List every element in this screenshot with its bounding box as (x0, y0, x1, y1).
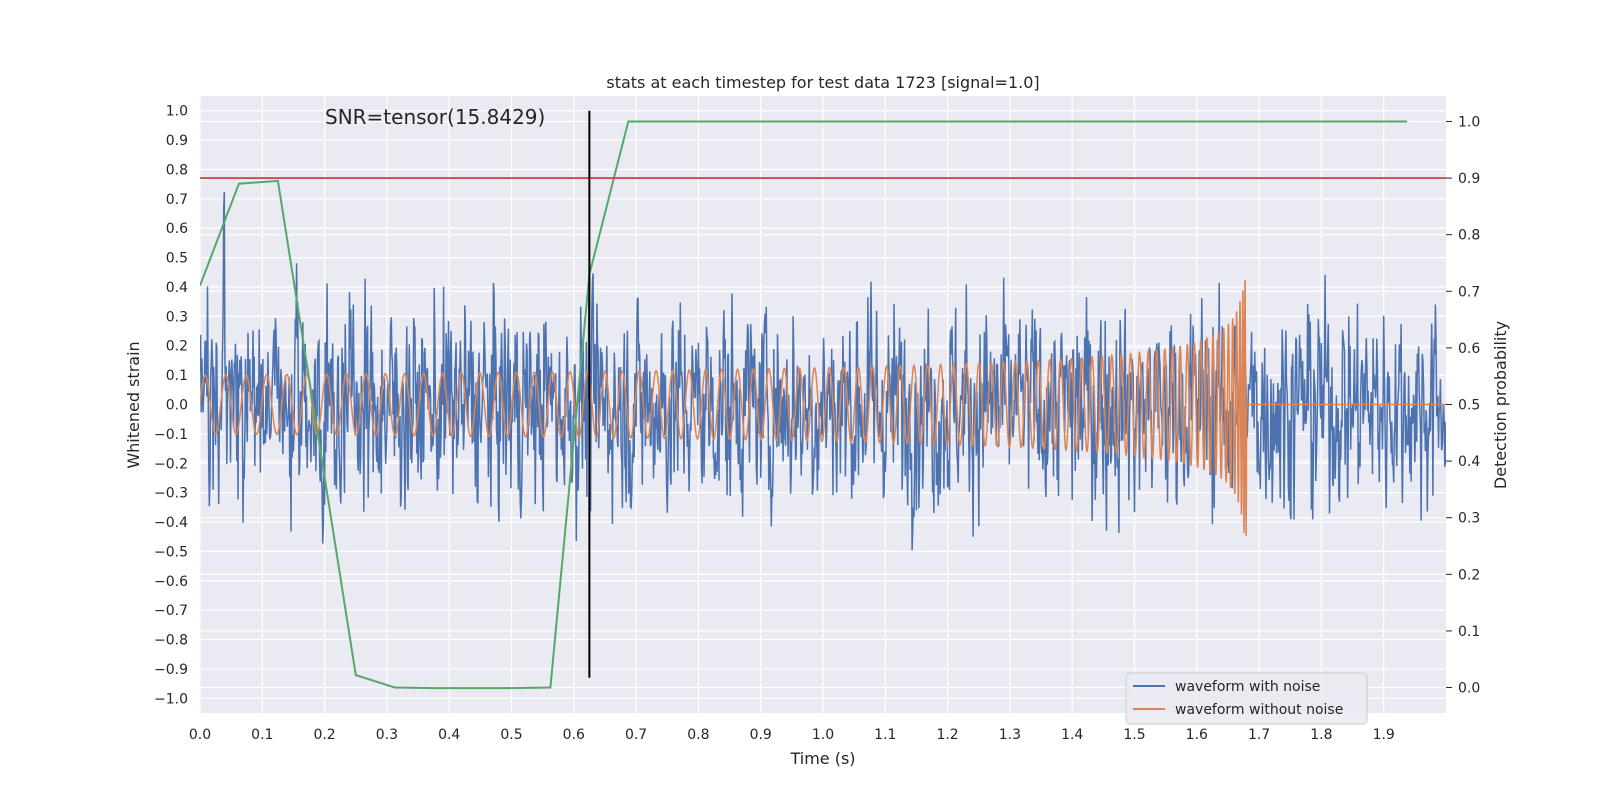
chart-title: stats at each timestep for test data 172… (606, 73, 1039, 92)
y-tick-label: 0.0 (166, 398, 188, 414)
y2-tick-label: 0.4 (1458, 454, 1480, 470)
legend: waveform with noise waveform without noi… (1125, 672, 1368, 725)
x-tick-label: 0.6 (563, 727, 585, 743)
y-tick-label: 0.5 (166, 251, 188, 267)
y2-tick-label: 1.0 (1458, 114, 1480, 130)
x-axis-label: Time (s) (789, 749, 855, 768)
x-tick-label: 1.0 (812, 727, 834, 743)
y-tick-label: −0.7 (154, 603, 188, 619)
y-tick-label: −0.1 (154, 427, 188, 443)
x-tick-label: 1.3 (999, 727, 1021, 743)
x-tick-label: 1.2 (936, 727, 958, 743)
y2-tick-label: 0.0 (1458, 681, 1480, 697)
x-tick-label: 0.2 (313, 727, 335, 743)
x-tick-label: 0.9 (750, 727, 772, 743)
y2-tick-label: 0.7 (1458, 284, 1480, 300)
x-tick-label: 1.4 (1061, 727, 1083, 743)
y-tick-label: −0.8 (154, 633, 188, 649)
y-tick-label: 0.3 (166, 309, 188, 325)
legend-label-clean: waveform without noise (1175, 702, 1343, 718)
series-waveform-without-noise (200, 280, 1446, 536)
x-tick-labels: 0.0 0.1 0.2 0.3 0.4 0.5 0.6 0.7 0.8 0.9 1.0 1.1 1.2 1… (189, 727, 1395, 743)
y-tick-label: −0.6 (154, 574, 188, 590)
y2-tick-labels: 1.0 0.9 0.8 0.7 0.6 0.5 0.4 0.3 0.2 0.1 0.0 (1446, 114, 1480, 697)
y2-tick-label: 0.3 (1458, 511, 1480, 527)
series-detection-probability (200, 120, 1408, 690)
snr-annotation: SNR=tensor(15.8429) (325, 105, 545, 129)
y-tick-label: 0.1 (166, 368, 188, 384)
y-tick-label: 0.9 (166, 133, 188, 149)
x-tick-label: 0.5 (500, 727, 522, 743)
x-tick-label: 0.4 (438, 727, 460, 743)
x-tick-label: 0.7 (625, 727, 647, 743)
x-tick-label: 0.1 (251, 727, 273, 743)
y2-tick-label: 0.8 (1458, 228, 1480, 244)
y2-tick-label: 0.5 (1458, 398, 1480, 414)
x-tick-label: 0.0 (189, 727, 211, 743)
y-tick-label: 0.2 (166, 339, 188, 355)
x-tick-label: 1.6 (1186, 727, 1208, 743)
legend-box (1125, 672, 1368, 725)
y2-tick-label: 0.9 (1458, 171, 1480, 187)
y-tick-label: 0.4 (166, 280, 188, 296)
x-tick-label: 1.7 (1248, 727, 1270, 743)
y-tick-label: −0.2 (154, 456, 188, 472)
x-tick-label: 0.8 (687, 727, 709, 743)
y-tick-labels: 1.0 0.9 0.8 0.7 0.6 0.5 0.4 0.3 0.2 0.1 0.0 −0.1 −0.… (154, 104, 188, 708)
y-tick-label: 1.0 (166, 104, 188, 120)
y2-axis-label: Detection probability (1491, 321, 1510, 489)
x-tick-label: 1.9 (1373, 727, 1395, 743)
y2-tick-label: 0.1 (1458, 624, 1480, 640)
y-tick-label: −1.0 (154, 691, 188, 707)
y2-tick-label: 0.6 (1458, 341, 1480, 357)
y-axis-label: Whitened strain (124, 341, 143, 468)
y-tick-label: 0.7 (166, 192, 188, 208)
y-tick-label: −0.5 (154, 544, 188, 560)
x-tick-label: 1.1 (874, 727, 896, 743)
y-tick-label: −0.9 (154, 662, 188, 678)
y-tick-label: 0.6 (166, 221, 188, 237)
x-tick-label: 0.3 (376, 727, 398, 743)
y-tick-label: −0.3 (154, 486, 188, 502)
legend-label-noise: waveform with noise (1175, 679, 1320, 695)
x-tick-label: 1.8 (1310, 727, 1332, 743)
y-tick-label: −0.4 (154, 515, 188, 531)
x-tick-label: 1.5 (1123, 727, 1145, 743)
y2-tick-label: 0.2 (1458, 567, 1480, 583)
series-layer (200, 110, 1446, 690)
y-tick-label: 0.8 (166, 162, 188, 178)
